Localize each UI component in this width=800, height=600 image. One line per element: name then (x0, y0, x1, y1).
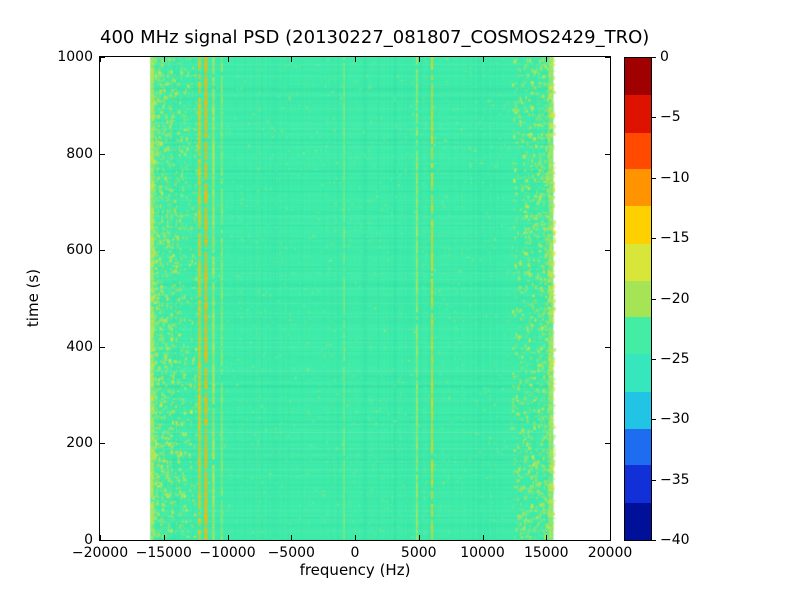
y-tick-label: 200 (66, 435, 93, 452)
y-tick-mark (100, 443, 105, 445)
x-tick-label: −15000 (135, 545, 192, 561)
x-tick-label: −10000 (199, 545, 256, 561)
x-tick-mark-top (418, 57, 420, 62)
colorbar-segment (625, 354, 651, 392)
y-tick-mark (100, 57, 105, 58)
colorbar-tick-mark (651, 57, 656, 58)
heatmap-canvas (100, 57, 610, 540)
colorbar-segment (625, 132, 651, 169)
colorbar (624, 57, 652, 541)
x-tick-mark-top (227, 57, 229, 62)
y-tick-mark (100, 250, 105, 252)
x-tick-mark (482, 535, 484, 540)
colorbar-tick-label: −30 (660, 411, 690, 428)
x-tick-mark (418, 535, 420, 540)
y-tick-label: 1000 (57, 49, 93, 65)
y-tick-label: 400 (66, 338, 93, 355)
y-tick-mark (100, 153, 105, 155)
colorbar-segment (625, 280, 651, 317)
colorbar-tick-label: −20 (660, 290, 690, 307)
colorbar-segment (625, 206, 651, 244)
colorbar-tick-mark (651, 117, 656, 119)
x-tick-mark-top (100, 57, 101, 62)
colorbar-segment (625, 391, 651, 430)
colorbar-tick-label: −15 (660, 230, 690, 247)
x-axis-label: frequency (Hz) (299, 561, 411, 579)
y-tick-mark-right (605, 346, 610, 348)
colorbar-segment (625, 317, 651, 355)
colorbar-tick-label: −25 (660, 350, 690, 367)
x-tick-mark (355, 535, 356, 540)
x-tick-mark-top (355, 57, 356, 62)
x-tick-mark (610, 535, 611, 540)
x-tick-mark-top (291, 57, 293, 62)
x-tick-label: −5000 (267, 545, 315, 561)
colorbar-segment (625, 243, 651, 281)
colorbar-segment (625, 502, 651, 540)
colorbar-segment (625, 58, 651, 96)
colorbar-tick-mark (651, 479, 656, 481)
x-tick-mark (163, 535, 165, 540)
colorbar-tick-mark (651, 298, 656, 300)
y-tick-mark-right (605, 153, 610, 155)
colorbar-segment (625, 429, 651, 466)
x-tick-mark (227, 535, 229, 540)
colorbar-tick-label: −40 (660, 532, 690, 548)
x-tick-mark-top (163, 57, 165, 62)
colorbar-tick-label: 0 (660, 49, 669, 65)
colorbar-tick-mark (651, 540, 656, 541)
colorbar-segment (625, 465, 651, 503)
colorbar-segment (625, 168, 651, 207)
x-tick-mark (100, 535, 101, 540)
x-tick-mark-top (482, 57, 484, 62)
x-tick-label: −20000 (71, 545, 129, 561)
x-tick-mark-top (546, 57, 548, 62)
colorbar-tick-mark (651, 419, 656, 421)
colorbar-tick-label: −35 (660, 471, 690, 488)
y-tick-mark (100, 540, 105, 541)
y-tick-mark (100, 346, 105, 348)
colorbar-segment (625, 95, 651, 133)
x-tick-label: 10000 (460, 545, 505, 561)
x-tick-label: 20000 (587, 545, 633, 561)
y-tick-label: 600 (66, 242, 93, 259)
y-tick-mark-right (605, 443, 610, 445)
x-tick-mark-top (610, 57, 611, 62)
y-tick-mark-right (605, 57, 610, 58)
plot-title: 400 MHz signal PSD (20130227_081807_COSM… (100, 27, 650, 48)
x-tick-mark (291, 535, 293, 540)
x-tick-mark (546, 535, 548, 540)
colorbar-tick-label: −10 (660, 169, 690, 186)
y-tick-mark-right (605, 540, 610, 541)
colorbar-tick-mark (651, 358, 656, 360)
y-tick-mark-right (605, 250, 610, 252)
colorbar-tick-mark (651, 238, 656, 240)
x-tick-label: 5000 (400, 545, 437, 561)
y-tick-label: 0 (84, 532, 93, 548)
x-tick-label: 0 (350, 545, 360, 561)
y-axis-label: time (s) (24, 268, 42, 328)
x-tick-label: 15000 (523, 545, 569, 561)
colorbar-tick-mark (651, 177, 656, 179)
colorbar-tick-label: −5 (660, 109, 681, 126)
y-tick-label: 800 (66, 145, 93, 162)
